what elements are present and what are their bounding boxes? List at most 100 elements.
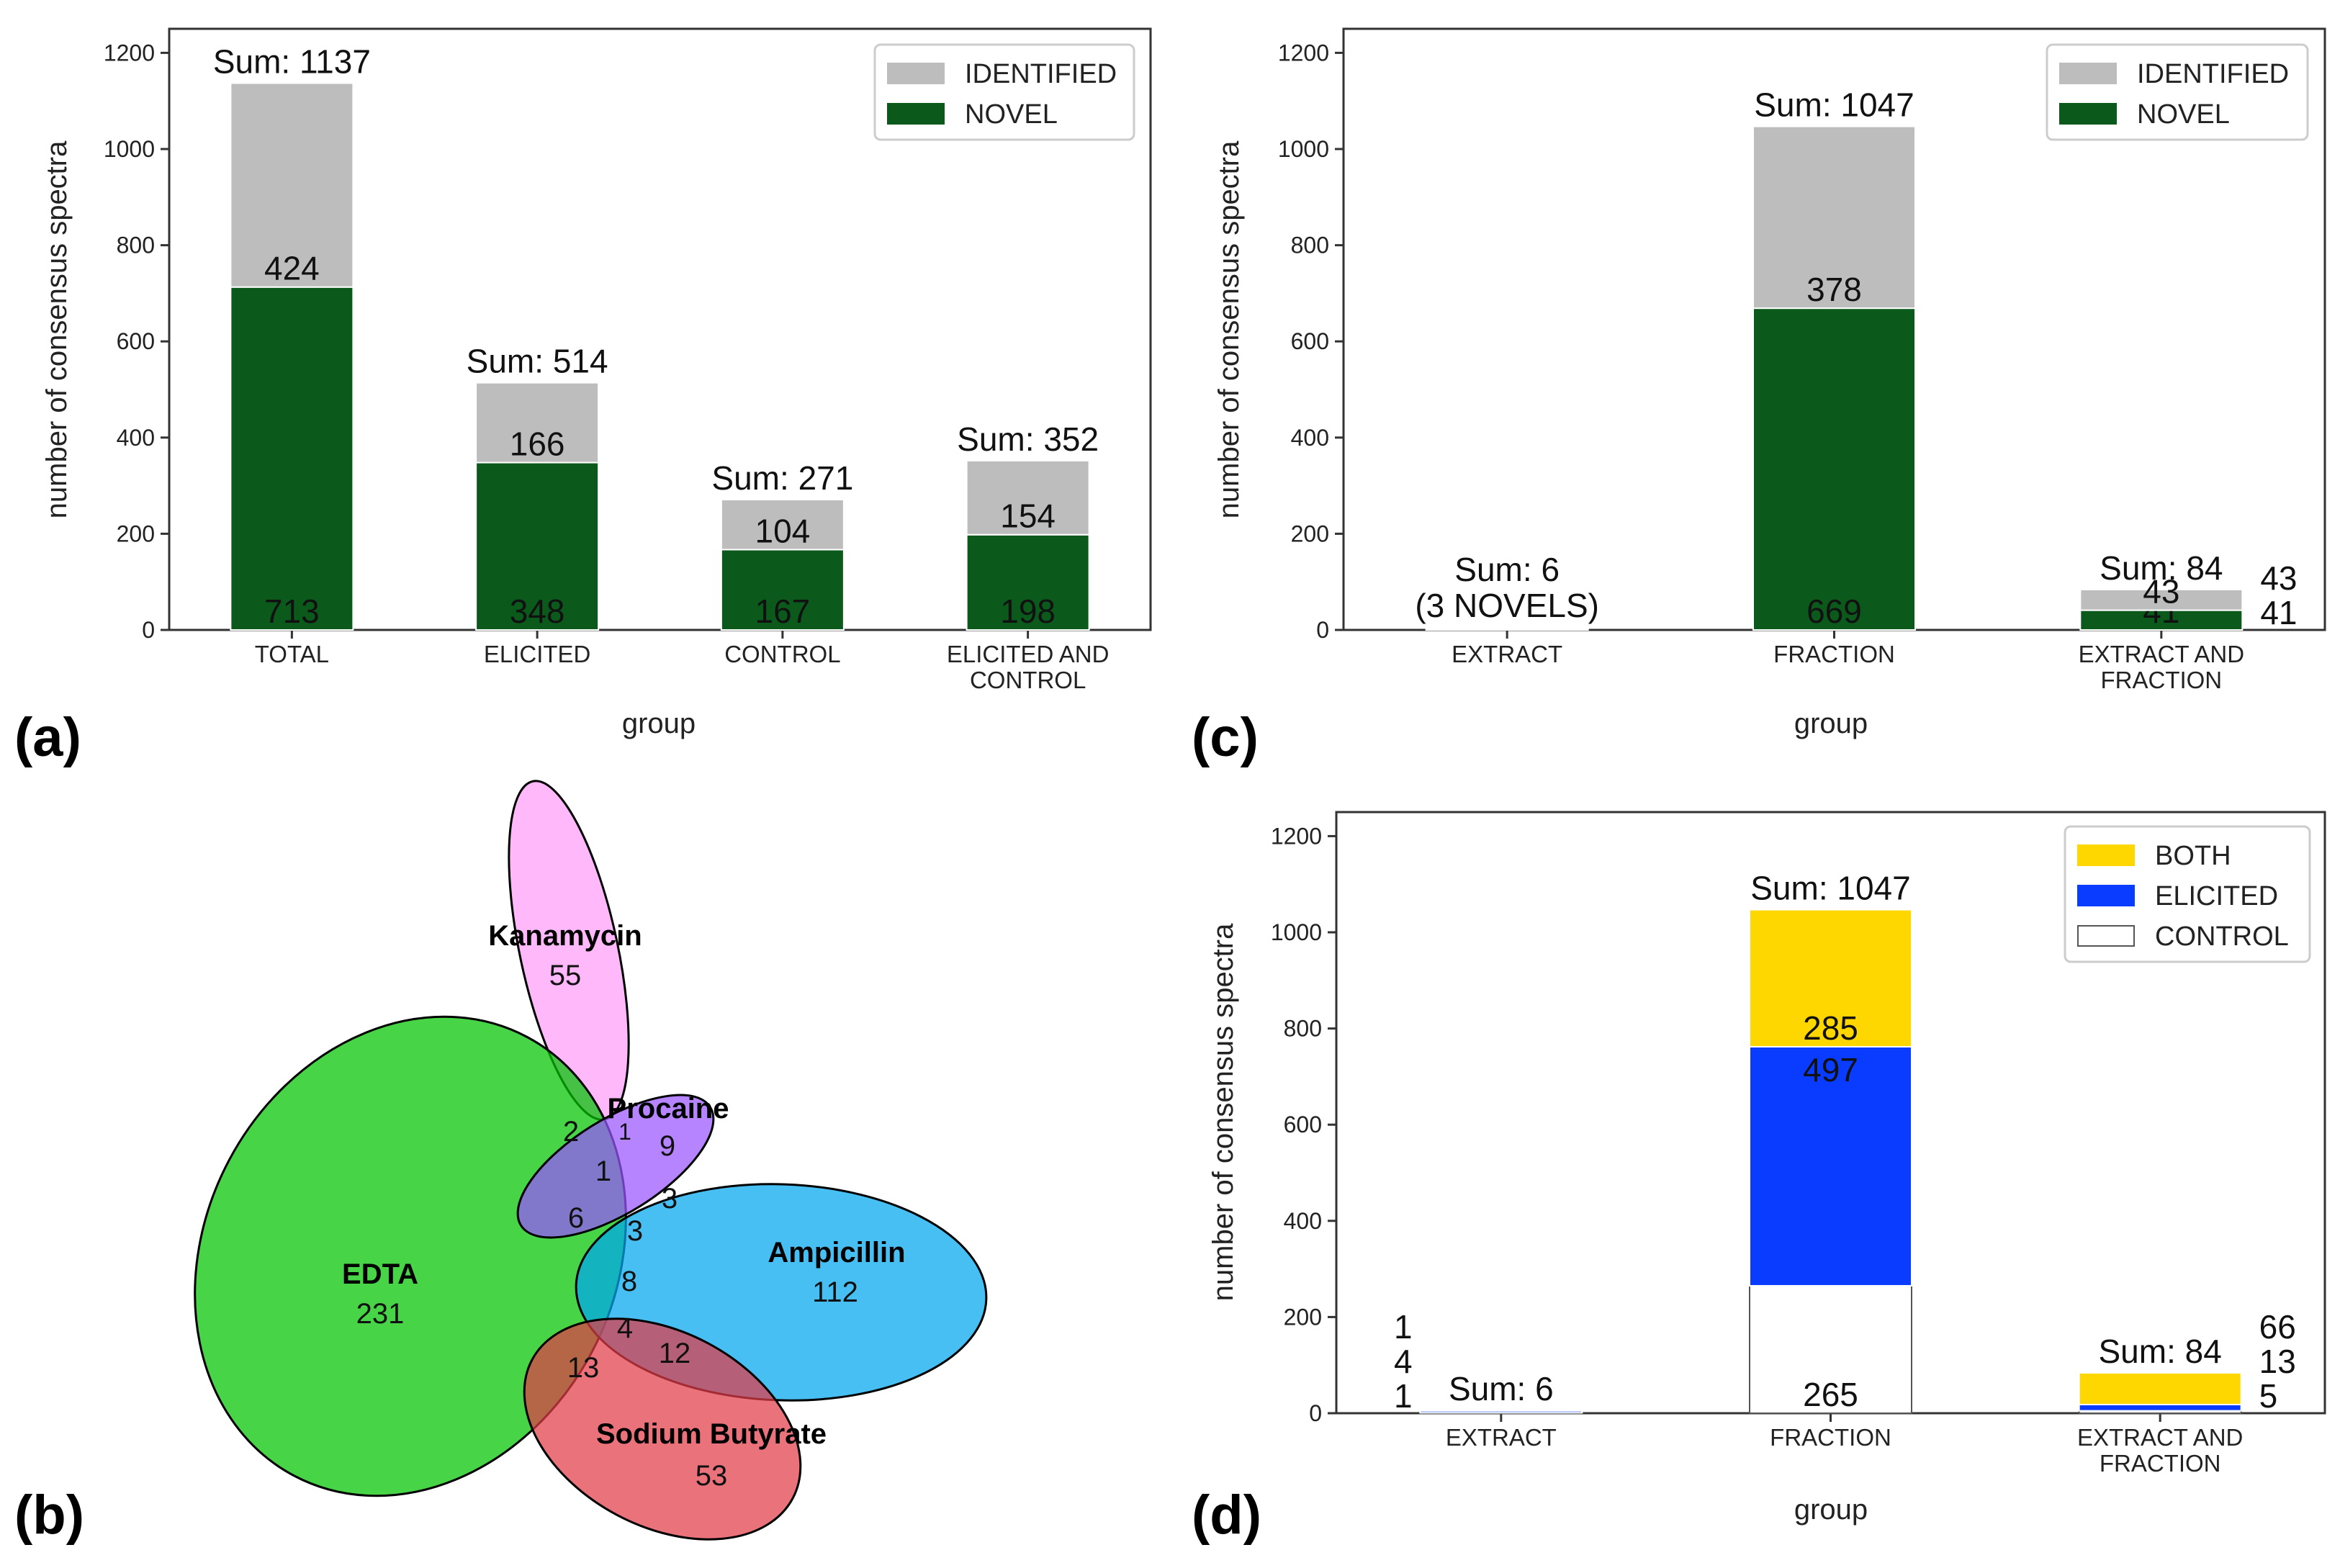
y-tick-label: 600 bbox=[1291, 328, 1329, 354]
bar-sum-label: Sum: 514 bbox=[467, 343, 608, 380]
bar-sum-label: Sum: 84 bbox=[2099, 1333, 2222, 1370]
y-tick-label: 400 bbox=[1291, 425, 1329, 451]
bar-segment-elicited bbox=[2078, 1403, 2242, 1412]
x-tick-label: ELICITED bbox=[484, 641, 591, 667]
bar-segment-novel bbox=[720, 549, 845, 631]
venn-label-sodium-butyrate: Sodium Butyrate bbox=[596, 1418, 827, 1450]
bar-side-value-label: 1 bbox=[1394, 1377, 1413, 1415]
bar-side-value-label: 41 bbox=[2260, 594, 2297, 631]
venn-count-ampicillin-only: 112 bbox=[812, 1276, 858, 1308]
legend-swatch-identified bbox=[887, 63, 945, 84]
bar-side-value-label: 66 bbox=[2259, 1308, 2296, 1346]
legend-label: IDENTIFIED bbox=[965, 59, 1117, 89]
y-tick-label: 200 bbox=[1284, 1304, 1322, 1330]
legend-swatch-both bbox=[2077, 844, 2135, 866]
x-tick-label: EXTRACT bbox=[1446, 1424, 1557, 1451]
y-tick-label: 1200 bbox=[104, 40, 155, 66]
x-tick-label: TOTAL bbox=[255, 641, 329, 667]
bar-segment-identified bbox=[2079, 588, 2244, 611]
venn-intersection-count: 3 bbox=[627, 1215, 643, 1247]
y-tick-label: 1200 bbox=[1271, 823, 1322, 849]
y-tick-label: 600 bbox=[117, 328, 155, 354]
bar-segment-identified bbox=[1752, 125, 1916, 310]
panel-b-venn: Kanamycin 55 Procaine 9 EDTA 231 Ampicil… bbox=[14, 780, 988, 1546]
bar-segment-control bbox=[1749, 1284, 1912, 1414]
bar-value-label: 378 bbox=[1806, 271, 1862, 308]
y-tick-label: 1200 bbox=[1278, 40, 1329, 66]
bar-value-label: 104 bbox=[755, 512, 811, 549]
bar-value-label: 265 bbox=[1803, 1376, 1858, 1413]
bar-value-label: 285 bbox=[1803, 1009, 1858, 1047]
y-tick-label: 1000 bbox=[104, 136, 155, 162]
panel-c-x-axis-label: group bbox=[1794, 708, 1868, 739]
bar-side-value-label: 13 bbox=[2259, 1343, 2296, 1380]
bar-value-label: 198 bbox=[1000, 592, 1056, 630]
bar-sum-label: Sum: 1047 bbox=[1750, 870, 1910, 907]
venn-intersection-count: 6 bbox=[568, 1202, 584, 1234]
panel-a-chart: 0 200 400 600 800 1000 1200 TOTAL ELICITED CONTRO… bbox=[14, 27, 1152, 768]
bar-sum-label: Sum: 1047 bbox=[1754, 86, 1914, 124]
y-tick-label: 0 bbox=[1309, 1400, 1322, 1426]
venn-intersection-count: 8 bbox=[621, 1266, 637, 1297]
panel-b-letter: (b) bbox=[14, 1484, 84, 1546]
bar-segment-novel bbox=[475, 461, 600, 631]
bar-segment-identified bbox=[475, 382, 600, 464]
y-tick-label: 1000 bbox=[1278, 136, 1329, 162]
venn-label-ampicillin: Ampicillin bbox=[768, 1237, 905, 1269]
bar-segment-identified bbox=[720, 498, 845, 551]
bar-sum-label: Sum: 352 bbox=[957, 420, 1099, 458]
venn-count-procaine-only: 9 bbox=[660, 1130, 675, 1162]
bar-segment-both bbox=[2078, 1371, 2242, 1405]
y-tick-label: 400 bbox=[117, 425, 155, 451]
x-tick-label: CONTROL bbox=[970, 667, 1086, 693]
panel-d-y-axis-label: number of consensus spectra bbox=[1207, 923, 1239, 1301]
bar-segment-identified bbox=[1425, 626, 1589, 629]
bar-value-label: 348 bbox=[510, 592, 565, 630]
venn-intersection-count: 1 bbox=[618, 1119, 631, 1145]
bar-segment-novel bbox=[2079, 609, 2244, 631]
legend-label: NOVEL bbox=[965, 99, 1058, 130]
bar-value-label: 167 bbox=[755, 592, 811, 630]
y-tick-label: 200 bbox=[1291, 521, 1329, 546]
legend-swatch-identified bbox=[2059, 63, 2117, 84]
bar-segment-identified bbox=[230, 82, 354, 288]
bar-side-value-label: 5 bbox=[2259, 1377, 2278, 1415]
y-tick-label: 200 bbox=[117, 521, 155, 546]
bar-value-label: 713 bbox=[264, 592, 320, 630]
bar-side-value-label: 1 bbox=[1394, 1308, 1413, 1346]
y-tick-label: 1000 bbox=[1271, 919, 1322, 945]
bar-value-label: 497 bbox=[1803, 1051, 1858, 1089]
x-tick-label: ELICITED AND bbox=[947, 641, 1110, 667]
x-tick-label: EXTRACT bbox=[1452, 641, 1562, 667]
venn-intersection-count: 4 bbox=[617, 1312, 633, 1344]
bar-side-value-label: 4 bbox=[1394, 1343, 1413, 1380]
venn-count-sodium-butyrate-only: 53 bbox=[696, 1460, 728, 1492]
bar-segment-elicited bbox=[1749, 1045, 1912, 1287]
legend-label: ELICITED bbox=[2155, 881, 2278, 911]
bar-sum-label: Sum: 6 bbox=[1454, 551, 1560, 588]
bar-sum-label: Sum: 6 bbox=[1449, 1370, 1554, 1407]
x-tick-label: FRACTION bbox=[2100, 1450, 2221, 1477]
bar-segment-both bbox=[1419, 1409, 1583, 1412]
venn-intersection-count: 2 bbox=[563, 1116, 579, 1148]
venn-count-kanamycin-only: 55 bbox=[549, 960, 582, 991]
y-tick-label: 400 bbox=[1284, 1208, 1322, 1234]
y-tick-label: 800 bbox=[117, 233, 155, 258]
panel-a-y-axis-label: number of consensus spectra bbox=[41, 140, 73, 518]
bar-sum-label: (3 NOVELS) bbox=[1415, 587, 1599, 624]
venn-label-procaine: Procaine bbox=[608, 1093, 729, 1125]
y-tick-label: 600 bbox=[1284, 1112, 1322, 1137]
legend-label: NOVEL bbox=[2137, 99, 2230, 130]
venn-label-edta: EDTA bbox=[342, 1258, 418, 1290]
legend-swatch-elicited bbox=[2077, 885, 2135, 906]
bar-value-label: 669 bbox=[1806, 592, 1862, 630]
panel-a-plot-frame bbox=[168, 27, 1152, 631]
venn-intersection-count: 3 bbox=[662, 1183, 678, 1215]
legend-swatch-control bbox=[2077, 925, 2135, 947]
legend-swatch-novel bbox=[887, 103, 945, 125]
bar-value-label: 166 bbox=[510, 425, 565, 463]
x-tick-label: CONTROL bbox=[724, 641, 840, 667]
x-tick-label: EXTRACT AND bbox=[2077, 1424, 2243, 1451]
legend-label: BOTH bbox=[2155, 841, 2231, 871]
